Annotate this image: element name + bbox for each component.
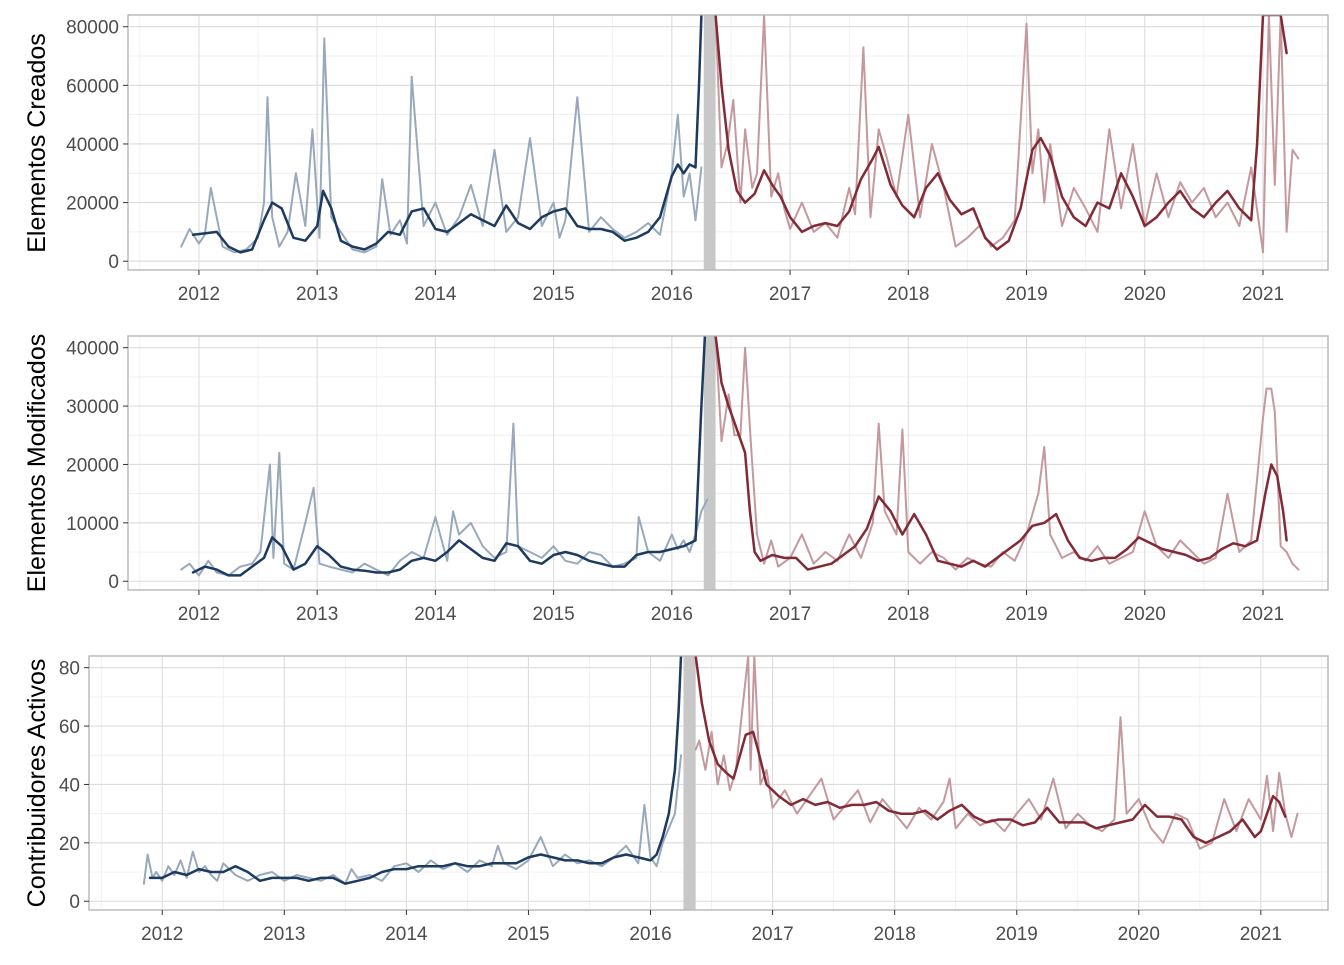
x-tick-label: 2017: [769, 284, 811, 305]
y-tick-label: 30000: [66, 397, 119, 418]
x-tick-label: 2012: [178, 604, 220, 625]
x-tick-label: 2016: [629, 924, 671, 945]
shaded-band: [703, 15, 716, 270]
x-tick-label: 2018: [887, 284, 929, 305]
x-tick-label: 2015: [532, 284, 574, 305]
x-tick-label: 2016: [651, 604, 693, 625]
series-line-post-smooth: [714, 336, 1288, 571]
x-tick-label: 2012: [178, 284, 220, 305]
panel-border: [127, 335, 1329, 591]
panel-background: [88, 655, 1329, 911]
series-line-pre-smooth: [191, 15, 703, 254]
series-group: [142, 656, 1299, 885]
series-line-pre-raw: [180, 37, 703, 254]
series-line-post-smooth: [714, 15, 1288, 251]
y-tick-label: 40000: [66, 339, 119, 360]
x-tick-label: 2013: [263, 924, 305, 945]
panel-contribuidores-activos: Contribuidores Activos 0 20 40 60 80 2012 2013…: [23, 655, 1329, 945]
y-tick-label: 80: [59, 659, 80, 680]
x-tick-label: 2021: [1242, 284, 1284, 305]
x-tick-label: 2020: [1124, 604, 1166, 625]
y-tick-label: 60: [59, 717, 80, 738]
x-tick-label: 2016: [651, 284, 693, 305]
y-tick-label: 20000: [66, 194, 119, 215]
x-tick-label: 2012: [141, 924, 183, 945]
x-tick-label: 2018: [887, 604, 929, 625]
x-tick-label: 2019: [996, 924, 1038, 945]
x-tick-label: 2013: [296, 604, 338, 625]
y-tick-label: 0: [69, 892, 80, 913]
x-tick-label: 2014: [414, 284, 457, 305]
x-tick-label: 2015: [532, 604, 574, 625]
y-tick-label: 0: [108, 572, 119, 593]
x-tick-label: 2014: [385, 924, 428, 945]
shaded-band: [683, 656, 696, 910]
x-tick-label: 2020: [1118, 924, 1160, 945]
x-tick-label: 2021: [1242, 604, 1284, 625]
series-line-pre-smooth: [148, 656, 683, 885]
y-tick-label: 60000: [66, 76, 119, 97]
ylabel-contribuidores-activos: Contribuidores Activos: [23, 659, 51, 908]
x-tick-label: 2017: [769, 604, 811, 625]
series-group: [180, 336, 1300, 577]
y-tick-label: 20: [59, 834, 80, 855]
panel-elementos-modificados: Elementos Modificados 0 10000 20000 30000 40…: [23, 334, 1329, 625]
series-line-pre-smooth: [191, 336, 707, 577]
y-tick-label: 40: [59, 775, 80, 796]
series-line-pre-raw: [142, 754, 682, 885]
series-group: [180, 15, 1300, 254]
ylabel-elementos-creados: Elementos Creados: [23, 33, 51, 253]
x-tick-label: 2021: [1240, 924, 1282, 945]
series-line-pre-raw: [180, 422, 709, 577]
x-tick-label: 2020: [1124, 284, 1166, 305]
ylabel-elementos-modificados: Elementos Modificados: [23, 334, 51, 592]
shaded-band: [703, 336, 716, 590]
y-tick-label: 20000: [66, 455, 119, 476]
x-tick-label: 2019: [1005, 604, 1047, 625]
x-tick-label: 2013: [296, 284, 338, 305]
y-tick-label: 0: [108, 252, 119, 273]
x-tick-label: 2015: [507, 924, 549, 945]
x-tick-label: 2014: [414, 604, 457, 625]
y-tick-label: 80000: [66, 18, 119, 39]
panel-border: [88, 655, 1329, 911]
series-line-post-smooth: [694, 656, 1287, 845]
x-tick-label: 2018: [874, 924, 916, 945]
x-tick-label: 2019: [1005, 284, 1047, 305]
y-tick-label: 10000: [66, 514, 119, 535]
y-tick-label: 40000: [66, 135, 119, 156]
panel-border: [127, 14, 1329, 271]
x-tick-label: 2017: [751, 924, 793, 945]
panel-elementos-creados: Elementos Creados 0 20000 40000 60000 80000 2…: [23, 14, 1329, 305]
